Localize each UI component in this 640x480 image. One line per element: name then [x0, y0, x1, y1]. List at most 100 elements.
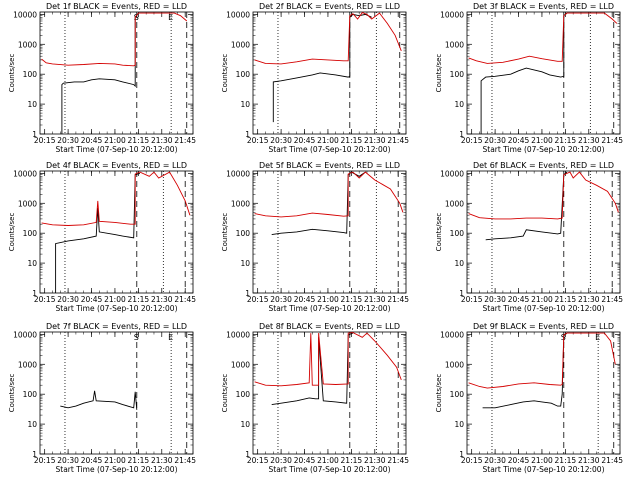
- y-axis-label: Counts/sec: [8, 54, 16, 93]
- x-axis-label: Start Time (07-Sep-10 20:12:00): [56, 304, 178, 313]
- x-tick-label: 20:30: [484, 136, 506, 145]
- x-tick-label: 20:30: [484, 295, 506, 304]
- x-tick-label: 20:15: [34, 295, 56, 304]
- x-tick-label: 21:00: [531, 456, 553, 465]
- y-tick-label: 10000: [226, 330, 250, 339]
- y-tick-label: 10: [27, 420, 37, 429]
- series-line-events: [271, 171, 366, 236]
- series-line-lld: [468, 171, 619, 220]
- x-tick-label: 20:15: [461, 456, 483, 465]
- y-tick-label: 100: [23, 390, 38, 399]
- y-axis-label: Counts/sec: [221, 213, 229, 252]
- y-axis-label: Counts/sec: [8, 374, 16, 413]
- y-tick-label: 100: [236, 70, 251, 79]
- event-marker-label: S: [134, 13, 139, 22]
- y-axis: 1 10 100 1000 10000: [226, 169, 406, 298]
- x-tick-label: 21:30: [151, 456, 173, 465]
- x-tick-label: 21:00: [531, 295, 553, 304]
- series-line-events: [271, 332, 354, 406]
- chart-panel-3: Det 3f BLACK = Events, RED = LLD 1 10 100 10…: [435, 2, 623, 154]
- y-tick-label: 1: [32, 289, 37, 298]
- x-tick-label: 21:30: [578, 456, 600, 465]
- chart-panel-1: Det 1f BLACK = Events, RED = LLD 1 10 100 10…: [8, 2, 196, 154]
- x-axis-label: Start Time (07-Sep-10 20:12:00): [483, 145, 605, 154]
- chart-title: Det 6f BLACK = Events, RED = LLD: [473, 161, 614, 170]
- y-tick-label: 1: [32, 130, 37, 139]
- chart-title: Det 2f BLACK = Events, RED = LLD: [259, 2, 400, 11]
- y-tick-label: 10000: [13, 10, 37, 19]
- x-tick-label: 21:15: [128, 295, 150, 304]
- x-tick-label: 21:15: [341, 456, 363, 465]
- chart-panel-5: Det 5f BLACK = Events, RED = LLD 1 10 100 10…: [221, 161, 409, 313]
- x-tick-label: 21:00: [104, 295, 126, 304]
- x-tick-label: 20:30: [57, 456, 79, 465]
- x-tick-label: 21:45: [387, 456, 409, 465]
- x-tick-label: 21:30: [151, 295, 173, 304]
- x-axis-label: Start Time (07-Sep-10 20:12:00): [269, 465, 391, 474]
- y-tick-label: 10000: [13, 169, 37, 178]
- x-axis-label: Start Time (07-Sep-10 20:12:00): [56, 465, 178, 474]
- y-tick-label: 100: [450, 229, 465, 238]
- y-tick-label: 100: [236, 390, 251, 399]
- plot-frame: [466, 170, 621, 294]
- x-tick-label: 20:30: [484, 456, 506, 465]
- series-line-events: [480, 12, 568, 134]
- y-tick-label: 10000: [440, 169, 464, 178]
- plot-frame: [39, 11, 194, 135]
- x-tick-label: 20:30: [270, 295, 292, 304]
- x-tick-label: 20:15: [247, 456, 269, 465]
- y-tick-label: 1000: [18, 199, 37, 208]
- chart-panel-2: Det 2f BLACK = Events, RED = LLD 1 10 100 10…: [221, 2, 409, 154]
- series-line-lld: [254, 171, 404, 218]
- x-tick-label: 20:45: [81, 295, 103, 304]
- event-marker-label: E: [595, 333, 600, 342]
- x-axis: 20:15 20:30 20:45 21:00 21:15 21:30 21:45: [461, 332, 623, 465]
- y-tick-label: 10000: [226, 10, 250, 19]
- x-tick-label: 21:45: [174, 295, 196, 304]
- plot-frame: [39, 331, 194, 455]
- series-line-lld: [468, 12, 618, 64]
- x-tick-label: 20:45: [508, 295, 530, 304]
- x-tick-label: 20:30: [57, 295, 79, 304]
- x-tick-label: 21:45: [174, 136, 196, 145]
- y-tick-label: 10000: [440, 10, 464, 19]
- series-line-events: [55, 172, 141, 293]
- y-tick-label: 10: [454, 100, 464, 109]
- plot-frame: [466, 331, 621, 455]
- event-marker-label: E: [168, 13, 173, 22]
- chart-title: Det 5f BLACK = Events, RED = LLD: [259, 161, 400, 170]
- y-tick-label: 10000: [13, 330, 37, 339]
- x-tick-label: 20:45: [81, 456, 103, 465]
- chart-title: Det 8f BLACK = Events, RED = LLD: [259, 322, 400, 331]
- x-tick-label: 21:15: [555, 456, 577, 465]
- y-tick-label: 100: [450, 390, 465, 399]
- x-tick-label: 21:00: [317, 295, 339, 304]
- series-line-lld: [254, 12, 402, 65]
- series-line-events: [485, 171, 568, 241]
- y-tick-label: 1: [459, 289, 464, 298]
- x-tick-label: 20:45: [294, 136, 316, 145]
- x-tick-label: 20:15: [34, 136, 56, 145]
- x-tick-label: 21:30: [151, 136, 173, 145]
- x-axis: 20:15 20:30 20:45 21:00 21:15 21:30 21:45: [461, 171, 623, 304]
- series-line-lld: [41, 12, 188, 67]
- y-axis: 1 10 100 1000 10000: [13, 10, 193, 139]
- x-tick-label: 21:15: [555, 295, 577, 304]
- event-marker-label: S: [134, 333, 139, 342]
- chart-panel-9: Det 9f BLACK = Events, RED = LLD 1 10 100 10…: [435, 322, 623, 474]
- series-line-lld: [468, 332, 616, 389]
- x-axis: 20:15 20:30 20:45 21:00 21:15 21:30 21:45: [34, 171, 196, 304]
- x-tick-label: 20:15: [34, 456, 56, 465]
- x-axis: 20:15 20:30 20:45 21:00 21:15 21:30 21:45: [247, 332, 409, 465]
- y-tick-label: 1000: [231, 199, 250, 208]
- x-tick-label: 21:45: [174, 456, 196, 465]
- chart-panel-8: Det 8f BLACK = Events, RED = LLD 1 10 100 10…: [221, 322, 409, 474]
- x-tick-label: 21:45: [387, 136, 409, 145]
- plot-frame: [252, 331, 407, 455]
- x-tick-label: 21:15: [128, 456, 150, 465]
- x-tick-label: 21:00: [531, 136, 553, 145]
- x-axis-label: Start Time (07-Sep-10 20:12:00): [269, 145, 391, 154]
- x-tick-label: 21:30: [364, 295, 386, 304]
- y-tick-label: 1000: [445, 360, 464, 369]
- x-tick-label: 21:30: [364, 136, 386, 145]
